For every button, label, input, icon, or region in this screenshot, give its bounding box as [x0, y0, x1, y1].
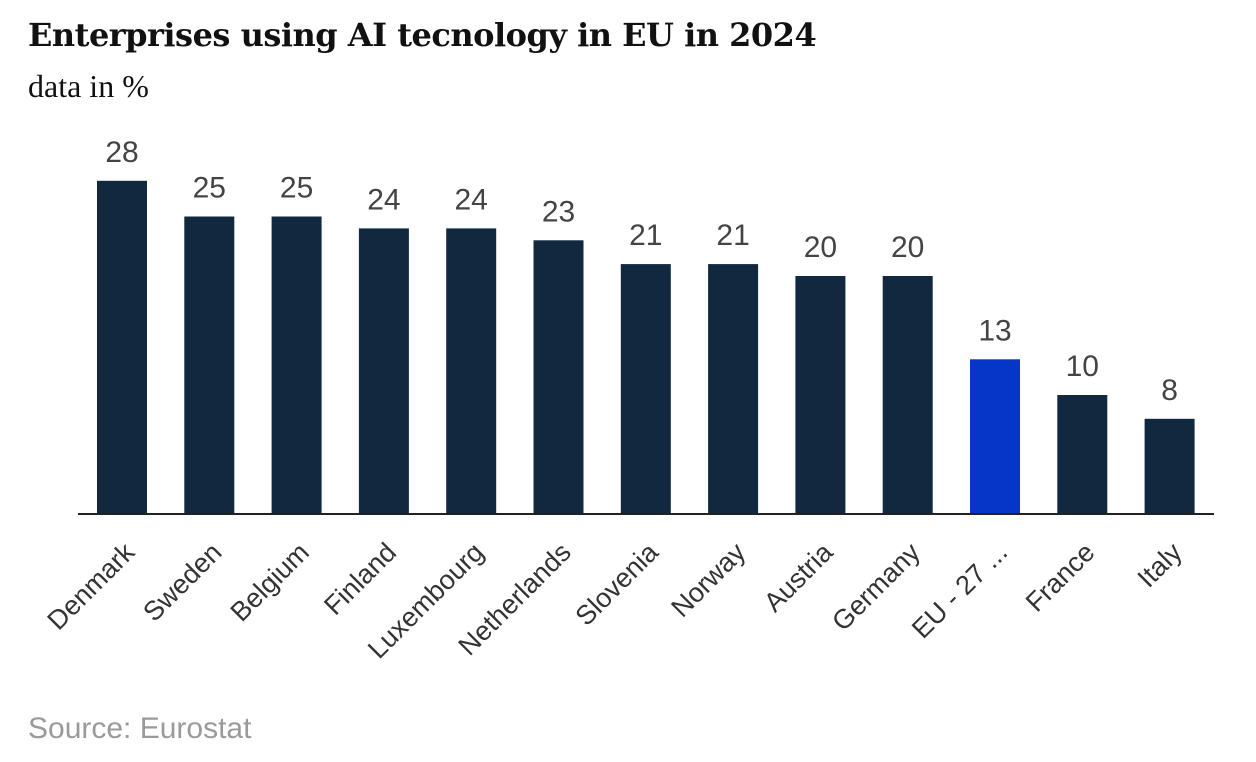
bar-slovenia	[620, 264, 671, 514]
source-note: Source: Eurostat	[28, 712, 252, 745]
value-label-denmark: 28	[105, 136, 138, 169]
value-label-slovenia: 21	[629, 219, 662, 252]
bars-group	[97, 180, 1195, 515]
bar-france	[1057, 395, 1108, 514]
value-label-austria: 20	[804, 231, 837, 264]
bar-belgium	[271, 216, 322, 514]
bar-germany	[882, 276, 933, 514]
category-label-sweden: Sweden	[137, 537, 227, 627]
value-label-germany: 20	[891, 231, 924, 264]
value-label-norway: 21	[716, 219, 749, 252]
bar-eu-27	[970, 359, 1020, 514]
category-label-denmark: Denmark	[42, 537, 141, 636]
bar-norway	[708, 264, 759, 514]
value-label-eu-27: 13	[978, 314, 1011, 347]
chart-title: Enterprises using AI tecnology in EU in …	[28, 16, 817, 54]
bar-netherlands	[533, 240, 584, 515]
bar-austria	[795, 276, 846, 514]
bar-denmark	[97, 180, 147, 515]
category-label-eu-27: EU - 27 ...	[906, 537, 1013, 644]
category-label-slovenia: Slovenia	[570, 536, 665, 631]
value-label-belgium: 25	[280, 172, 313, 205]
bar-finland	[358, 228, 409, 514]
category-label-italy: Italy	[1132, 537, 1189, 594]
bar-luxembourg	[446, 228, 497, 514]
value-labels-group: 28 25 25 24 24 23 21 21 20 20 13 10 8	[105, 136, 1178, 407]
category-label-france: France	[1020, 537, 1101, 618]
bar-chart: 28 25 25 24 24 23 21 21 20 20 13 10 8 DenmarkSwedenB…	[42, 136, 1214, 664]
value-label-sweden: 25	[193, 172, 226, 205]
bar-italy	[1144, 418, 1195, 514]
value-label-luxembourg: 24	[455, 183, 488, 216]
value-label-netherlands: 23	[542, 195, 575, 228]
category-label-finland: Finland	[318, 537, 402, 621]
chart-subtitle: data in %	[28, 68, 149, 104]
category-label-norway: Norway	[665, 537, 751, 623]
value-label-italy: 8	[1161, 374, 1178, 407]
bar-sweden	[184, 216, 235, 514]
category-label-austria: Austria	[758, 536, 839, 617]
value-label-finland: 24	[367, 183, 400, 216]
category-label-belgium: Belgium	[225, 537, 315, 627]
value-label-france: 10	[1066, 350, 1099, 383]
